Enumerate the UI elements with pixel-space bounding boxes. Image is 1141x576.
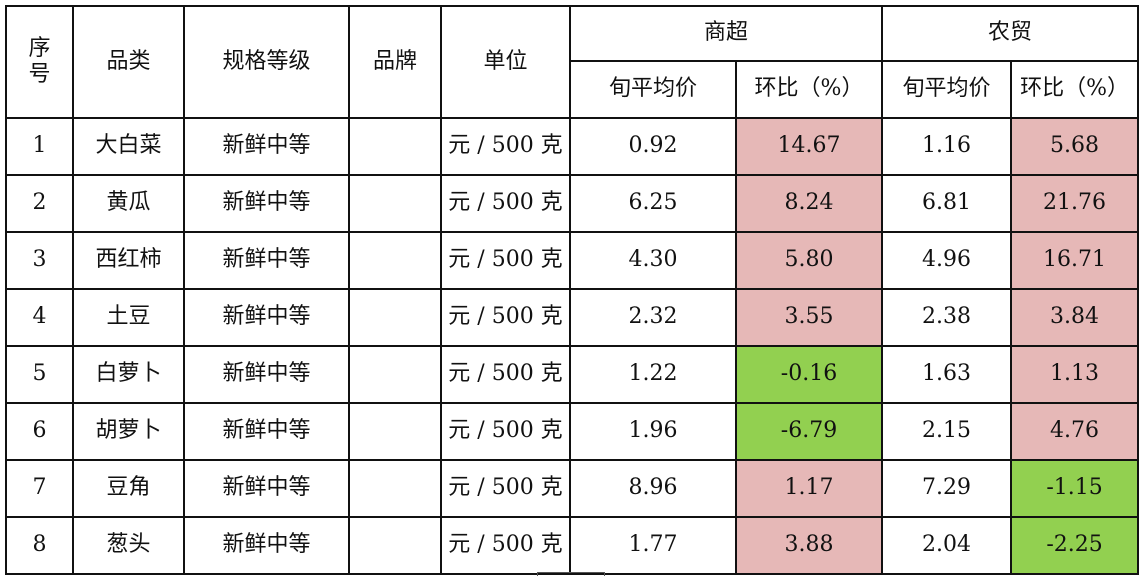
cell-category: 土豆 bbox=[72, 288, 185, 347]
cell-farmers-ratio: -2.25 bbox=[1010, 516, 1140, 575]
cell-brand bbox=[348, 117, 442, 176]
cell-supermarket-avg-price: 0.92 bbox=[569, 117, 737, 176]
cell-unit: 元 / 500 克 bbox=[440, 231, 571, 290]
cell-spec: 新鲜中等 bbox=[183, 288, 350, 347]
table-row: 1 大白菜 新鲜中等 元 / 500 克 0.92 14.67 1.16 5.68 bbox=[5, 117, 1140, 176]
cell-category: 西红柿 bbox=[72, 231, 185, 290]
table-row: 4 土豆 新鲜中等 元 / 500 克 2.32 3.55 2.38 3.84 bbox=[5, 288, 1140, 347]
cell-seq: 2 bbox=[5, 174, 74, 233]
cell-supermarket-ratio: 3.88 bbox=[734, 516, 884, 575]
cell-farmers-ratio: 3.84 bbox=[1010, 288, 1140, 347]
cell-farmers-ratio: 1.13 bbox=[1010, 345, 1140, 404]
header-seq-line1: 序 bbox=[28, 35, 51, 61]
cell-category: 黄瓜 bbox=[72, 174, 185, 233]
header-supermarket-avg-price: 旬平均价 bbox=[569, 60, 737, 119]
header-supermarket-ratio: 环比（%） bbox=[734, 60, 884, 119]
cell-brand bbox=[348, 288, 442, 347]
cell-seq: 7 bbox=[5, 459, 74, 518]
cell-spec: 新鲜中等 bbox=[183, 231, 350, 290]
cell-brand bbox=[348, 231, 442, 290]
cell-brand bbox=[348, 345, 442, 404]
cell-unit: 元 / 500 克 bbox=[440, 516, 571, 575]
header-farmers-ratio: 环比（%） bbox=[1010, 60, 1140, 119]
cell-supermarket-avg-price: 6.25 bbox=[569, 174, 737, 233]
header-brand: 品牌 bbox=[348, 5, 442, 119]
cell-brand bbox=[348, 459, 442, 518]
header-category: 品类 bbox=[72, 5, 185, 119]
cell-supermarket-avg-price: 1.77 bbox=[569, 516, 737, 575]
cell-supermarket-avg-price: 2.32 bbox=[569, 288, 737, 347]
cell-supermarket-avg-price: 8.96 bbox=[569, 459, 737, 518]
cell-farmers-avg-price: 1.16 bbox=[881, 117, 1013, 176]
cell-brand bbox=[348, 516, 442, 575]
header-farmers-market: 农贸 bbox=[881, 5, 1140, 62]
cell-supermarket-avg-price: 4.30 bbox=[569, 231, 737, 290]
cell-supermarket-ratio: 8.24 bbox=[734, 174, 884, 233]
page-edge-mark bbox=[537, 572, 605, 576]
cell-category: 葱头 bbox=[72, 516, 185, 575]
cell-category: 胡萝卜 bbox=[72, 402, 185, 461]
table-row: 3 西红柿 新鲜中等 元 / 500 克 4.30 5.80 4.96 16.71 bbox=[5, 231, 1140, 290]
table-row: 7 豆角 新鲜中等 元 / 500 克 8.96 1.17 7.29 -1.15 bbox=[5, 459, 1140, 518]
cell-seq: 8 bbox=[5, 516, 74, 575]
cell-farmers-avg-price: 1.63 bbox=[881, 345, 1013, 404]
price-table: 序号 品类 规格等级 品牌 单位 商超 农贸 旬平均价 环比（%） 旬平均价 环… bbox=[5, 5, 1140, 575]
cell-supermarket-ratio: 5.80 bbox=[734, 231, 884, 290]
cell-farmers-ratio: 4.76 bbox=[1010, 402, 1140, 461]
cell-farmers-ratio: 21.76 bbox=[1010, 174, 1140, 233]
cell-category: 白萝卜 bbox=[72, 345, 185, 404]
cell-brand bbox=[348, 402, 442, 461]
cell-farmers-ratio: 16.71 bbox=[1010, 231, 1140, 290]
cell-unit: 元 / 500 克 bbox=[440, 459, 571, 518]
cell-supermarket-ratio: -0.16 bbox=[734, 345, 884, 404]
cell-farmers-ratio: -1.15 bbox=[1010, 459, 1140, 518]
cell-farmers-avg-price: 7.29 bbox=[881, 459, 1013, 518]
cell-supermarket-ratio: 14.67 bbox=[734, 117, 884, 176]
cell-supermarket-ratio: 1.17 bbox=[734, 459, 884, 518]
header-seq-line2: 号 bbox=[28, 62, 51, 87]
header-spec: 规格等级 bbox=[183, 5, 350, 119]
table-row: 6 胡萝卜 新鲜中等 元 / 500 克 1.96 -6.79 2.15 4.76 bbox=[5, 402, 1140, 461]
cell-spec: 新鲜中等 bbox=[183, 345, 350, 404]
cell-spec: 新鲜中等 bbox=[183, 402, 350, 461]
table-row: 8 葱头 新鲜中等 元 / 500 克 1.77 3.88 2.04 -2.25 bbox=[5, 516, 1140, 575]
cell-unit: 元 / 500 克 bbox=[440, 402, 571, 461]
cell-unit: 元 / 500 克 bbox=[440, 174, 571, 233]
cell-farmers-avg-price: 4.96 bbox=[881, 231, 1013, 290]
cell-farmers-avg-price: 2.15 bbox=[881, 402, 1013, 461]
cell-supermarket-avg-price: 1.96 bbox=[569, 402, 737, 461]
cell-supermarket-ratio: -6.79 bbox=[734, 402, 884, 461]
cell-spec: 新鲜中等 bbox=[183, 174, 350, 233]
header-row-top: 序号 品类 规格等级 品牌 单位 商超 农贸 bbox=[5, 5, 1140, 119]
cell-seq: 1 bbox=[5, 117, 74, 176]
cell-category: 豆角 bbox=[72, 459, 185, 518]
cell-unit: 元 / 500 克 bbox=[440, 288, 571, 347]
header-supermarket: 商超 bbox=[568, 5, 884, 62]
table-row: 5 白萝卜 新鲜中等 元 / 500 克 1.22 -0.16 1.63 1.13 bbox=[5, 345, 1140, 404]
cell-seq: 4 bbox=[5, 288, 74, 347]
cell-seq: 5 bbox=[5, 345, 74, 404]
header-farmers-avg-price: 旬平均价 bbox=[881, 60, 1013, 119]
cell-unit: 元 / 500 克 bbox=[440, 117, 571, 176]
cell-seq: 3 bbox=[5, 231, 74, 290]
cell-farmers-avg-price: 2.38 bbox=[881, 288, 1013, 347]
header-row-sub: 旬平均价 环比（%） 旬平均价 环比（%） bbox=[6, 60, 1140, 119]
cell-spec: 新鲜中等 bbox=[183, 117, 350, 176]
cell-spec: 新鲜中等 bbox=[183, 459, 350, 518]
cell-category: 大白菜 bbox=[72, 117, 185, 176]
cell-unit: 元 / 500 克 bbox=[440, 345, 571, 404]
cell-farmers-avg-price: 2.04 bbox=[881, 516, 1013, 575]
cell-spec: 新鲜中等 bbox=[183, 516, 350, 575]
table-body: 1 大白菜 新鲜中等元 / 500 克 0.92 14.67 1.16 5.68 2 黄瓜 新鲜中… bbox=[5, 117, 1140, 575]
cell-brand bbox=[348, 174, 442, 233]
header-seq: 序号 bbox=[5, 5, 74, 119]
table-row: 2 黄瓜 新鲜中等 元 / 500 克 6.25 8.24 6.81 21.76 bbox=[5, 174, 1140, 233]
cell-seq: 6 bbox=[5, 402, 74, 461]
cell-farmers-avg-price: 6.81 bbox=[881, 174, 1013, 233]
cell-supermarket-ratio: 3.55 bbox=[734, 288, 884, 347]
cell-supermarket-avg-price: 1.22 bbox=[569, 345, 737, 404]
cell-farmers-ratio: 5.68 bbox=[1010, 117, 1140, 176]
header-unit: 单位 bbox=[440, 5, 571, 119]
